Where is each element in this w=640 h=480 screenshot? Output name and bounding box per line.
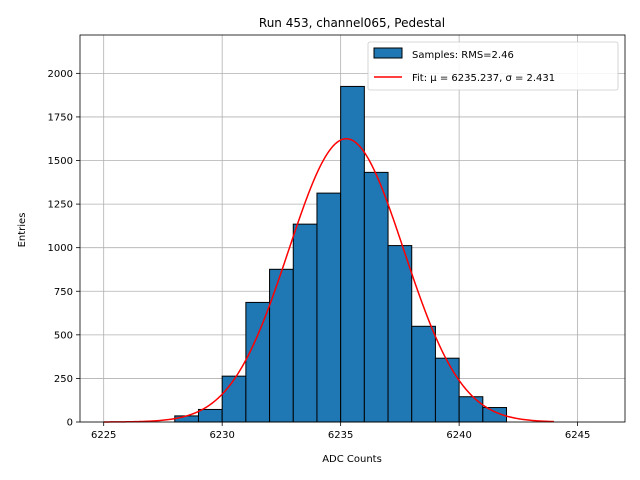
histogram-bar bbox=[174, 415, 199, 423]
y-tick-label: 2000 bbox=[48, 69, 73, 80]
histogram-bar bbox=[292, 223, 318, 423]
y-axis-title: Entries bbox=[17, 213, 28, 248]
legend-histogram-label: Samples: RMS=2.46 bbox=[412, 50, 514, 61]
axis-ticks: 6225 6230 6235 6240 6245 0 250 500 750 1000 1250 15… bbox=[48, 69, 591, 441]
y-tick-label: 1750 bbox=[48, 112, 73, 123]
histogram-bar bbox=[458, 396, 484, 423]
legend-fit-label: Fit: μ = 6235.237, σ = 2.431 bbox=[412, 73, 555, 84]
y-tick-label: 500 bbox=[54, 330, 73, 341]
histogram-bars bbox=[174, 85, 508, 423]
histogram-bar bbox=[363, 171, 389, 423]
histogram-bar bbox=[434, 357, 460, 423]
x-tick-label: 6235 bbox=[328, 430, 353, 441]
x-tick-label: 6230 bbox=[209, 430, 234, 441]
histogram-bar bbox=[411, 325, 436, 423]
y-tick-label: 1000 bbox=[48, 243, 73, 254]
histogram-bar bbox=[269, 268, 294, 423]
legend: Samples: RMS=2.46 Fit: μ = 6235.237, σ =… bbox=[367, 41, 619, 91]
chart-title: Run 453, channel065, Pedestal bbox=[259, 16, 445, 30]
y-tick-label: 0 bbox=[67, 418, 73, 429]
y-tick-label: 750 bbox=[54, 287, 73, 298]
x-axis-title: ADC Counts bbox=[322, 454, 382, 465]
legend-box bbox=[367, 41, 619, 91]
plot-area-frame bbox=[79, 34, 626, 423]
legend-histogram-swatch bbox=[373, 47, 403, 59]
y-tick-label: 1250 bbox=[48, 200, 73, 211]
histogram-bar bbox=[221, 375, 247, 423]
fit-curve bbox=[103, 137, 554, 423]
y-tick-label: 1500 bbox=[48, 156, 73, 167]
histogram-bar bbox=[197, 408, 223, 423]
x-tick-label: 6225 bbox=[91, 430, 116, 441]
x-tick-label: 6240 bbox=[446, 430, 471, 441]
y-tick-label: 250 bbox=[54, 374, 73, 385]
x-tick-label: 6245 bbox=[565, 430, 590, 441]
histogram-bar bbox=[316, 192, 342, 423]
histogram-bar bbox=[245, 301, 271, 423]
histogram-bar bbox=[340, 85, 365, 423]
histogram-bar bbox=[387, 245, 413, 423]
